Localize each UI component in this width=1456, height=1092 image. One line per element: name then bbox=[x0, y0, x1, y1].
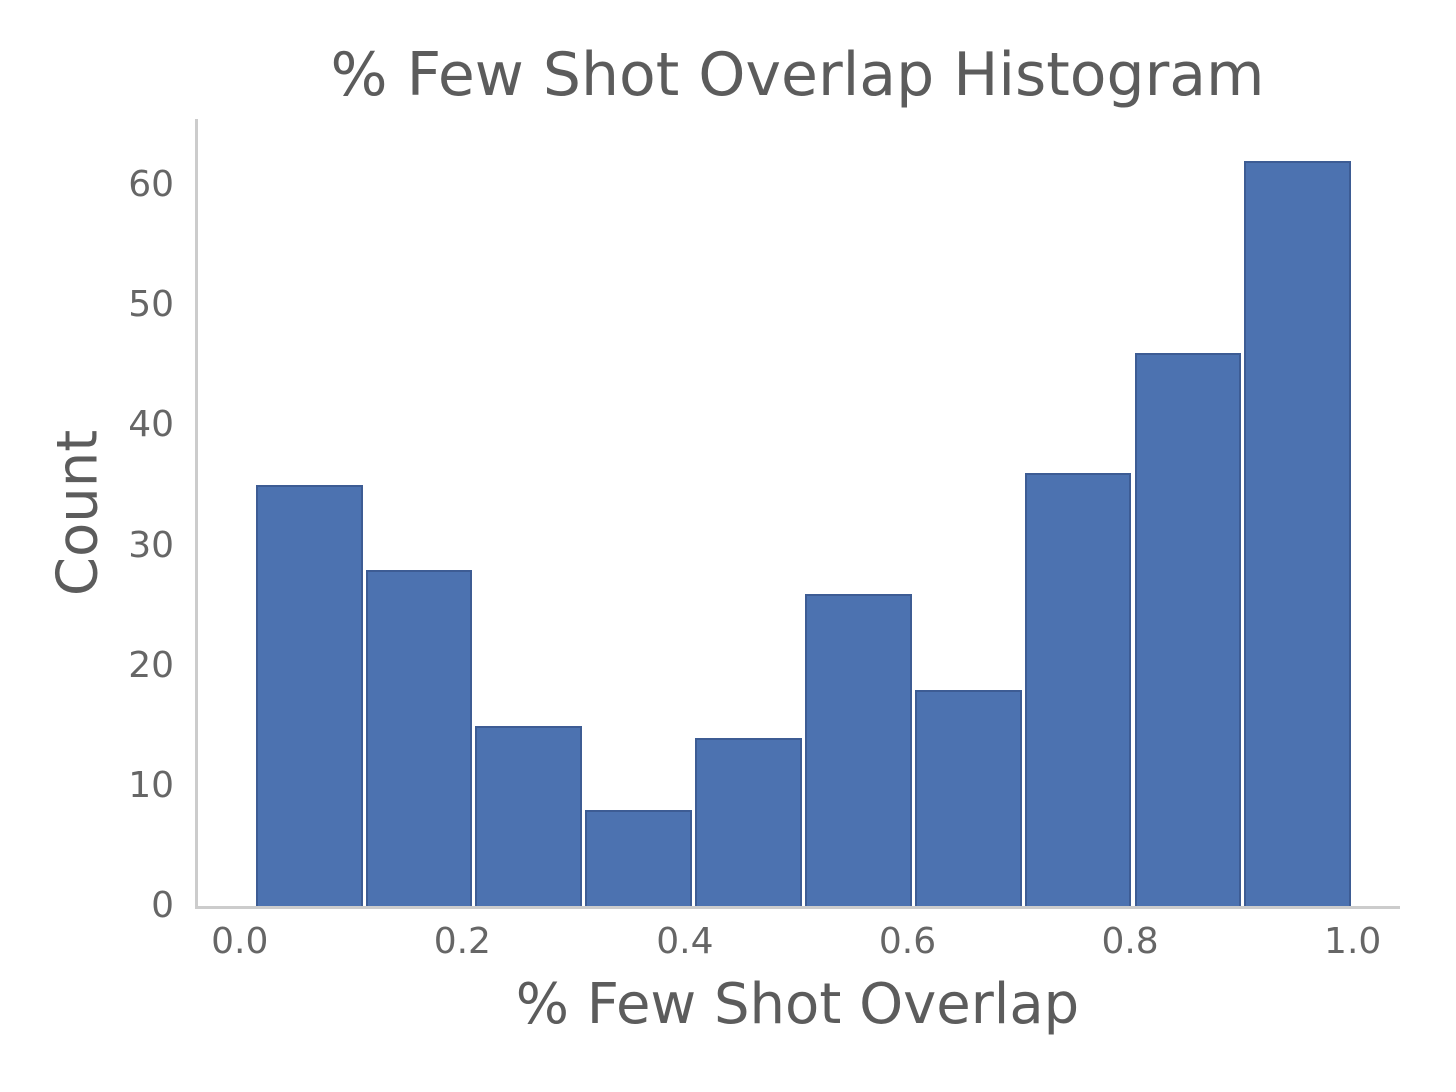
plot-area: 0.0 0.2 0.4 0.6 0.8 1.0 0 10 20 30 40 50 60 bbox=[128, 119, 1400, 960]
histogram-bar bbox=[914, 689, 1022, 906]
x-tick-label: 1.0 bbox=[1324, 921, 1382, 962]
x-tick-label: 0.4 bbox=[656, 921, 714, 962]
histogram-bar bbox=[695, 737, 802, 906]
y-tick-label: 50 bbox=[128, 284, 174, 326]
histogram-bar bbox=[585, 809, 693, 906]
histogram-bar bbox=[1024, 473, 1132, 906]
x-tick-label: 0.0 bbox=[211, 921, 269, 962]
x-axis-label: % Few Shot Overlap bbox=[515, 972, 1080, 1037]
y-tick-label: 60 bbox=[128, 164, 174, 206]
x-tick-label: 0.8 bbox=[1101, 921, 1159, 962]
x-tick-label: 0.6 bbox=[878, 921, 937, 962]
y-axis-label: Count bbox=[45, 429, 111, 597]
histogram-bar bbox=[365, 569, 473, 906]
y-tick-label: 40 bbox=[128, 404, 174, 446]
histogram-bar bbox=[1134, 353, 1242, 906]
histogram-bar bbox=[255, 485, 363, 906]
y-tick-label: 0 bbox=[151, 885, 174, 926]
histogram-bar bbox=[804, 593, 912, 906]
bars-layer bbox=[198, 119, 1400, 906]
y-tick-label: 20 bbox=[128, 644, 174, 686]
histogram-bar bbox=[1244, 161, 1352, 906]
y-tick-label: 30 bbox=[128, 524, 174, 566]
y-tick-label: 10 bbox=[128, 764, 174, 806]
x-tick-label: 0.2 bbox=[433, 921, 491, 962]
histogram-bar bbox=[475, 725, 583, 906]
chart-title: % Few Shot Overlap Histogram bbox=[330, 40, 1265, 110]
